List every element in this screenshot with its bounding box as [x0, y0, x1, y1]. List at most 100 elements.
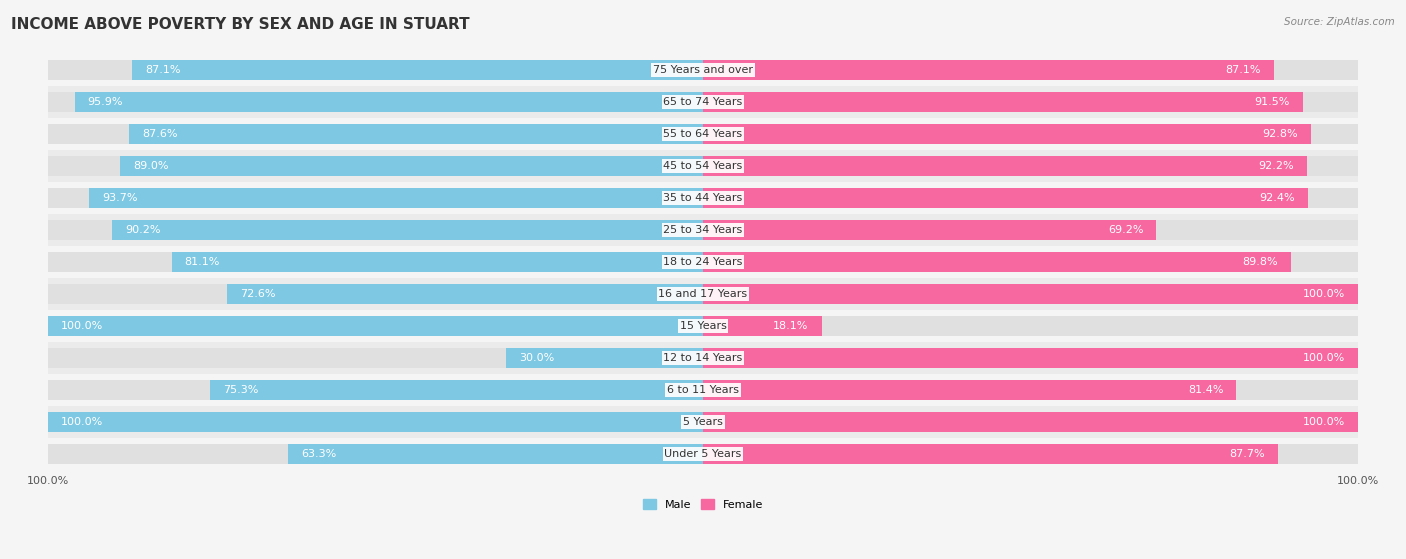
- Text: 69.2%: 69.2%: [1108, 225, 1143, 235]
- Bar: [703, 348, 1358, 368]
- Bar: [48, 60, 703, 80]
- Text: INCOME ABOVE POVERTY BY SEX AND AGE IN STUART: INCOME ABOVE POVERTY BY SEX AND AGE IN S…: [11, 17, 470, 32]
- Text: 15 Years: 15 Years: [679, 321, 727, 331]
- Text: 87.1%: 87.1%: [1225, 65, 1261, 75]
- Text: 72.6%: 72.6%: [240, 289, 276, 299]
- Bar: [703, 60, 1274, 80]
- Bar: [48, 316, 703, 336]
- Text: 100.0%: 100.0%: [1303, 289, 1346, 299]
- Bar: [703, 316, 821, 336]
- Bar: [703, 220, 1156, 240]
- Bar: [703, 380, 1236, 400]
- Text: 18 to 24 Years: 18 to 24 Years: [664, 257, 742, 267]
- Bar: [703, 284, 1358, 304]
- Bar: [48, 380, 703, 400]
- Bar: [48, 156, 703, 176]
- Bar: [288, 444, 703, 464]
- Bar: [48, 92, 703, 112]
- Bar: [703, 284, 1358, 304]
- Text: 35 to 44 Years: 35 to 44 Years: [664, 193, 742, 203]
- Text: 91.5%: 91.5%: [1254, 97, 1289, 107]
- Text: 6 to 11 Years: 6 to 11 Years: [666, 385, 740, 395]
- Text: 100.0%: 100.0%: [60, 321, 103, 331]
- Text: 12 to 14 Years: 12 to 14 Years: [664, 353, 742, 363]
- Bar: [89, 188, 703, 208]
- Bar: [129, 124, 703, 144]
- Bar: [48, 438, 1358, 470]
- Bar: [703, 156, 1308, 176]
- Bar: [228, 284, 703, 304]
- Text: 92.8%: 92.8%: [1263, 129, 1298, 139]
- Bar: [703, 156, 1358, 176]
- Text: 95.9%: 95.9%: [87, 97, 124, 107]
- Text: 16 and 17 Years: 16 and 17 Years: [658, 289, 748, 299]
- Text: 90.2%: 90.2%: [125, 225, 160, 235]
- Bar: [48, 86, 1358, 118]
- Text: 100.0%: 100.0%: [1303, 353, 1346, 363]
- Bar: [703, 444, 1358, 464]
- Bar: [209, 380, 703, 400]
- Bar: [703, 188, 1358, 208]
- Bar: [48, 310, 1358, 342]
- Bar: [48, 412, 703, 432]
- Bar: [48, 412, 703, 432]
- Bar: [703, 124, 1358, 144]
- Bar: [48, 188, 703, 208]
- Text: 93.7%: 93.7%: [103, 193, 138, 203]
- Bar: [703, 124, 1310, 144]
- Text: 81.1%: 81.1%: [184, 257, 221, 267]
- Text: 25 to 34 Years: 25 to 34 Years: [664, 225, 742, 235]
- Bar: [132, 60, 703, 80]
- Bar: [48, 220, 703, 240]
- Bar: [703, 252, 1291, 272]
- Bar: [48, 278, 1358, 310]
- Text: 45 to 54 Years: 45 to 54 Years: [664, 161, 742, 171]
- Bar: [703, 348, 1358, 368]
- Bar: [703, 444, 1278, 464]
- Bar: [120, 156, 703, 176]
- Bar: [48, 214, 1358, 246]
- Bar: [703, 252, 1358, 272]
- Text: 87.6%: 87.6%: [142, 129, 177, 139]
- Text: 89.0%: 89.0%: [134, 161, 169, 171]
- Text: Under 5 Years: Under 5 Years: [665, 449, 741, 459]
- Bar: [506, 348, 703, 368]
- Bar: [112, 220, 703, 240]
- Text: 30.0%: 30.0%: [520, 353, 555, 363]
- Text: 55 to 64 Years: 55 to 64 Years: [664, 129, 742, 139]
- Bar: [75, 92, 703, 112]
- Text: 100.0%: 100.0%: [60, 417, 103, 427]
- Bar: [48, 284, 703, 304]
- Text: 87.1%: 87.1%: [145, 65, 181, 75]
- Text: 89.8%: 89.8%: [1243, 257, 1278, 267]
- Text: Source: ZipAtlas.com: Source: ZipAtlas.com: [1284, 17, 1395, 27]
- Bar: [48, 54, 1358, 86]
- Bar: [703, 92, 1302, 112]
- Text: 63.3%: 63.3%: [301, 449, 336, 459]
- Text: 75.3%: 75.3%: [222, 385, 259, 395]
- Bar: [48, 374, 1358, 406]
- Legend: Male, Female: Male, Female: [638, 495, 768, 514]
- Bar: [48, 118, 1358, 150]
- Text: 92.2%: 92.2%: [1258, 161, 1294, 171]
- Text: 18.1%: 18.1%: [773, 321, 808, 331]
- Bar: [703, 220, 1358, 240]
- Bar: [703, 92, 1358, 112]
- Bar: [172, 252, 703, 272]
- Bar: [703, 412, 1358, 432]
- Text: 92.4%: 92.4%: [1260, 193, 1295, 203]
- Bar: [48, 252, 703, 272]
- Bar: [48, 124, 703, 144]
- Text: 65 to 74 Years: 65 to 74 Years: [664, 97, 742, 107]
- Bar: [48, 406, 1358, 438]
- Bar: [48, 316, 703, 336]
- Bar: [703, 316, 1358, 336]
- Bar: [703, 412, 1358, 432]
- Text: 100.0%: 100.0%: [1303, 417, 1346, 427]
- Text: 81.4%: 81.4%: [1188, 385, 1223, 395]
- Bar: [703, 60, 1358, 80]
- Text: 5 Years: 5 Years: [683, 417, 723, 427]
- Bar: [48, 182, 1358, 214]
- Bar: [48, 348, 703, 368]
- Bar: [48, 246, 1358, 278]
